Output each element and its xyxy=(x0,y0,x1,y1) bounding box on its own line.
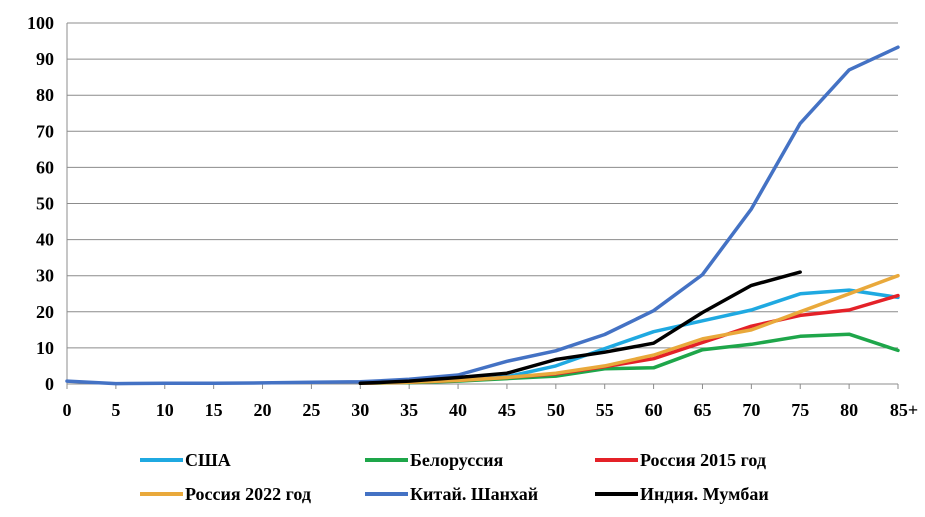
series-path xyxy=(358,270,802,386)
y-tick-label: 20 xyxy=(36,302,54,322)
series-path xyxy=(65,45,900,386)
x-tick-label: 75 xyxy=(791,400,809,420)
legend-label: США xyxy=(185,450,231,470)
y-tick-label: 100 xyxy=(27,13,54,33)
x-tick-label: 10 xyxy=(156,400,174,420)
y-tick-label: 50 xyxy=(36,194,54,214)
x-tick-label: 30 xyxy=(351,400,369,420)
x-tick-label: 40 xyxy=(449,400,467,420)
legend-item: Россия 2015 год xyxy=(595,450,766,470)
legend-item: Россия 2022 год xyxy=(140,484,311,504)
series-line xyxy=(358,273,900,386)
x-axis-tick-labels: 0 5 10 15 20 25 30 35 40 45 50 55 60 65 70 75 80 85+ xyxy=(63,400,919,420)
x-tick-label: 65 xyxy=(693,400,711,420)
y-tick-label: 60 xyxy=(36,157,54,177)
legend-label: Белоруссия xyxy=(410,450,504,470)
x-tick-label: 20 xyxy=(254,400,272,420)
legend-label: Индия. Мумбаи xyxy=(640,484,769,504)
series-line xyxy=(65,45,900,386)
x-tick-label: 0 xyxy=(63,400,72,420)
x-tick-label: 70 xyxy=(742,400,760,420)
legend-label: Россия 2015 год xyxy=(640,450,766,470)
y-tick-label: 70 xyxy=(36,121,54,141)
y-tick-label: 80 xyxy=(36,85,54,105)
series-path xyxy=(358,273,900,386)
x-tick-label: 60 xyxy=(645,400,663,420)
y-axis-tick-labels: 0 10 20 30 40 50 60 70 80 90 100 xyxy=(27,13,54,394)
x-tick-label: 55 xyxy=(596,400,614,420)
y-tick-label: 30 xyxy=(36,266,54,286)
y-tick-label: 10 xyxy=(36,338,54,358)
legend-item: США xyxy=(140,450,231,470)
x-tick-label: 5 xyxy=(111,400,120,420)
legend-label: Россия 2022 год xyxy=(185,484,311,504)
axes xyxy=(66,23,899,389)
x-tick-label: 15 xyxy=(205,400,223,420)
legend-label: Китай. Шанхай xyxy=(410,484,538,504)
y-tick-label: 40 xyxy=(36,230,54,250)
series-line xyxy=(358,270,802,386)
y-tick-label: 0 xyxy=(45,374,54,394)
gridlines xyxy=(67,22,898,349)
x-tick-label: 50 xyxy=(547,400,565,420)
series-lines xyxy=(65,45,900,386)
legend: США Белоруссия Россия 2015 год Россия 2022 … xyxy=(140,450,769,504)
legend-item: Белоруссия xyxy=(365,450,504,470)
x-tick-label: 85+ xyxy=(890,400,918,420)
x-tick-label: 35 xyxy=(400,400,418,420)
x-tick-label: 80 xyxy=(840,400,858,420)
x-tick-label: 25 xyxy=(302,400,320,420)
legend-item: Китай. Шанхай xyxy=(365,484,538,504)
x-tick-label: 45 xyxy=(498,400,516,420)
legend-item: Индия. Мумбаи xyxy=(595,484,769,504)
y-tick-label: 90 xyxy=(36,49,54,69)
